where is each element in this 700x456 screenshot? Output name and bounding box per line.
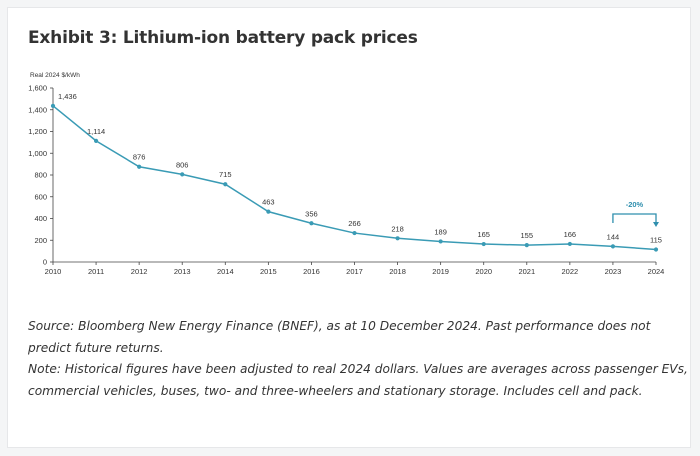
y-tick-label: 1,600	[28, 84, 47, 93]
data-point	[137, 164, 142, 169]
y-tick-label: 1,000	[28, 149, 47, 158]
methodology-note: Note: Historical figures have been adjus…	[28, 362, 688, 398]
data-label: 463	[262, 198, 275, 207]
data-label: 115	[650, 235, 662, 244]
data-label: 155	[521, 231, 534, 240]
data-label: 715	[219, 170, 232, 179]
data-point	[653, 247, 659, 252]
data-point	[438, 239, 443, 244]
y-unit-label: Real 2024 $/kWh	[30, 72, 80, 79]
change-label: -20%	[626, 200, 644, 209]
y-tick-label: 400	[34, 214, 47, 223]
data-point	[50, 103, 56, 108]
x-tick-label: 2015	[260, 267, 277, 276]
x-tick-label: 2014	[217, 267, 234, 276]
x-tick-label: 2023	[605, 267, 622, 276]
data-point	[610, 244, 616, 249]
source-note: Source: Bloomberg New Energy Finance (BN…	[28, 319, 651, 355]
chart-annotation: -20%	[612, 200, 659, 227]
x-tick-label: 2019	[432, 267, 449, 276]
x-tick-label: 2010	[45, 267, 62, 276]
exhibit-title: Exhibit 3: Lithium-ion battery pack pric…	[28, 28, 418, 48]
line-chart: Real 2024 $/kWh02004006008001,0001,2001,…	[28, 72, 664, 276]
data-point	[524, 243, 529, 248]
y-tick-label: 800	[34, 171, 47, 180]
data-label: 165	[477, 230, 490, 239]
data-label: 876	[133, 153, 146, 162]
x-tick-label: 2020	[475, 267, 492, 276]
y-tick-label: 0	[43, 258, 47, 267]
x-tick-label: 2021	[518, 267, 535, 276]
data-label: 266	[348, 219, 361, 228]
x-tick-label: 2022	[562, 267, 579, 276]
data-point	[395, 236, 400, 241]
data-label: 218	[391, 224, 404, 233]
data-label: 1,436	[58, 92, 77, 101]
data-point	[352, 230, 357, 236]
arrow-down-icon	[653, 222, 659, 227]
exhibit-card: Exhibit 3: Lithium-ion battery pack pric…	[7, 7, 691, 448]
x-tick-label: 2016	[303, 267, 320, 276]
data-label: 144	[607, 232, 620, 241]
data-label: 806	[176, 160, 189, 169]
data-label: 356	[305, 209, 318, 218]
data-point	[266, 209, 271, 214]
data-point	[567, 241, 572, 247]
y-tick-label: 1,200	[28, 127, 47, 136]
x-tick-label: 2024	[648, 267, 665, 276]
chart-axes: Real 2024 $/kWh02004006008001,0001,2001,…	[28, 72, 664, 276]
data-point	[481, 241, 486, 247]
x-tick-label: 2011	[88, 267, 104, 276]
y-tick-label: 200	[34, 236, 47, 245]
data-label: 166	[564, 230, 577, 239]
notes-block: Source: Bloomberg New Energy Finance (BN…	[28, 316, 688, 402]
x-tick-label: 2012	[131, 267, 148, 276]
change-bracket	[612, 213, 657, 223]
chart-series: 1,436 1,114 876 806 715 463 356 266 218 189 165 155…	[50, 92, 662, 252]
x-tick-label: 2018	[389, 267, 406, 276]
data-point	[223, 182, 228, 187]
x-tick-label: 2017	[346, 267, 363, 276]
data-label: 1,114	[87, 127, 105, 136]
data-point	[93, 138, 99, 143]
data-point	[309, 221, 314, 226]
y-tick-label: 1,400	[28, 105, 47, 114]
data-point	[180, 172, 185, 177]
x-tick-label: 2013	[174, 267, 191, 276]
data-label: 189	[434, 227, 447, 236]
y-tick-label: 600	[34, 192, 47, 201]
